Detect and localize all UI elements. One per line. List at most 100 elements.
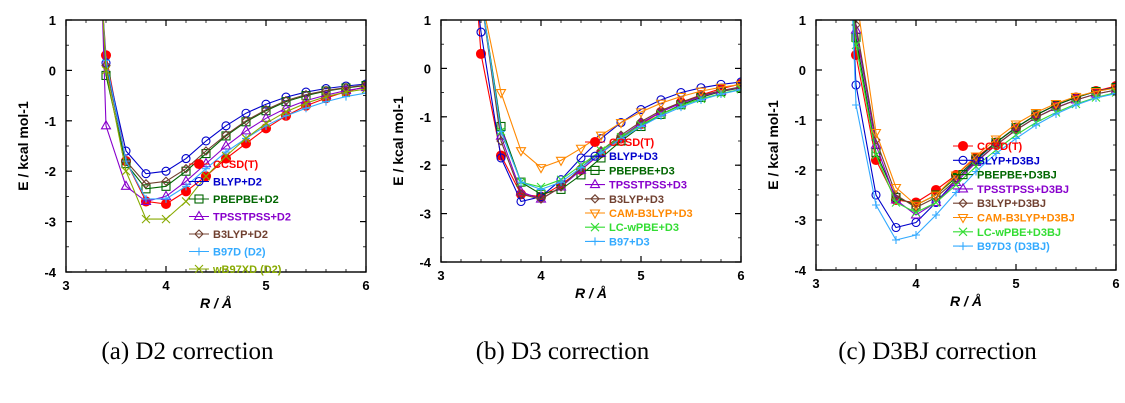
legend-marker	[958, 155, 968, 165]
y-tick-label: -2	[44, 164, 56, 179]
data-point	[1010, 120, 1022, 131]
data-point	[497, 127, 505, 136]
legend-label: B3LYP+D3	[609, 194, 664, 206]
data-point	[992, 149, 1000, 158]
legend-marker	[194, 176, 204, 187]
x-tick-label: 5	[637, 268, 644, 283]
series-line-6	[859, 20, 1116, 206]
legend-marker	[589, 136, 601, 148]
data-point	[141, 214, 151, 224]
legend-label: LC-wPBE+D3	[609, 222, 679, 234]
legend-marker	[194, 229, 204, 239]
data-point	[635, 108, 647, 119]
legend-label: wB97XD (D2)	[212, 264, 282, 276]
legend-label: TPSSTPSS+D3	[609, 180, 687, 192]
data-point	[341, 87, 351, 97]
series-markers-6	[495, 80, 741, 174]
data-point	[361, 84, 366, 94]
data-point	[1050, 99, 1062, 110]
data-point	[850, 23, 862, 34]
y-tick-label: 1	[49, 13, 56, 28]
data-point	[181, 163, 191, 174]
legend-marker	[958, 170, 968, 180]
x-tick-label: 6	[737, 268, 744, 283]
x-axis-label: R / Å	[950, 293, 982, 309]
data-point	[736, 84, 741, 94]
data-point	[161, 166, 171, 176]
data-point	[516, 189, 526, 200]
data-point	[141, 184, 151, 194]
legend-label: BLYP+D3	[609, 151, 658, 163]
legend-marker	[957, 182, 969, 193]
legend-marker	[590, 165, 600, 175]
chart-svg-a: 3 4 5 6 1 0 -1 -2 -3 -4 R / Å E / kcal mol-1 CCSD(T)…	[15, 13, 370, 311]
data-point	[951, 180, 961, 190]
data-point	[717, 90, 725, 99]
data-point	[182, 182, 190, 191]
series-line-5	[102, 20, 366, 185]
data-point	[221, 121, 231, 131]
data-point	[476, 27, 486, 37]
data-point	[222, 148, 230, 157]
data-point	[322, 97, 330, 106]
data-point	[1052, 110, 1060, 118]
legend-marker	[194, 194, 204, 204]
data-point	[851, 80, 861, 90]
legend-marker	[589, 178, 601, 189]
legend-label: CCSD(T)	[977, 141, 1023, 153]
caption-a: (a) D2 correction	[101, 338, 274, 365]
legend-marker	[195, 247, 203, 256]
data-point	[655, 99, 667, 110]
data-point	[261, 104, 271, 115]
y-tick-label: -4	[44, 265, 56, 280]
data-point	[342, 92, 350, 101]
data-point	[101, 66, 111, 75]
data-point	[677, 103, 685, 112]
data-point	[1072, 101, 1080, 109]
data-point	[912, 231, 920, 239]
data-point	[141, 179, 151, 189]
data-point	[1090, 87, 1102, 98]
series-line-2	[478, 20, 741, 203]
legend-label: B3LYP+D3BJ	[977, 198, 1046, 210]
data-point	[910, 201, 922, 212]
plot-area	[475, 20, 741, 207]
legend-marker	[193, 210, 205, 221]
data-point	[1110, 84, 1116, 95]
data-point	[932, 211, 940, 219]
legend-marker	[589, 209, 601, 220]
data-point	[555, 156, 567, 167]
chart-panel-a: 3 4 5 6 1 0 -1 -2 -3 -4 R / Å E / kcal mol-1 CCSD(T)…	[0, 0, 375, 403]
data-point	[221, 130, 231, 140]
data-point	[870, 128, 882, 139]
x-tick-label: 3	[62, 278, 69, 293]
data-point	[715, 83, 727, 94]
data-point	[1092, 94, 1100, 102]
data-point	[261, 99, 271, 109]
data-point	[161, 176, 171, 187]
data-point	[595, 131, 607, 142]
y-tick-label: 1	[799, 13, 806, 28]
legend-label: TPSSTPSS+D2	[213, 212, 291, 224]
chart-panel-c: 3 4 5 6 1 0 -1 -2 -3 -4 R / Å E / kcal mol-1 CCSD(T)…	[750, 0, 1125, 403]
data-point	[282, 111, 290, 120]
legend-marker	[590, 222, 600, 232]
data-point	[891, 222, 901, 233]
legend-label: CCSD(T)	[609, 137, 655, 149]
legend: CCSD(T) BLYP+D2 PBEPBE+D2 TPSSTPSS+D2 B3LYP+…	[189, 158, 291, 276]
data-point	[950, 171, 962, 182]
data-point	[737, 85, 741, 94]
data-point	[952, 188, 960, 197]
data-point	[970, 152, 982, 163]
data-point	[972, 167, 980, 176]
data-point	[892, 236, 900, 244]
legend-label: PBEPBE+D2	[213, 194, 279, 206]
data-point	[617, 134, 625, 143]
legend-label: BLYP+D2	[213, 177, 262, 189]
data-point	[496, 153, 506, 163]
legend: CCSD(T) BLYP+D3 PBEPBE+D3 TPSSTPSS+D3 B3LYP+…	[585, 136, 693, 248]
x-tick-label: 5	[1012, 276, 1019, 291]
legend-label: BLYP+D3BJ	[977, 155, 1040, 167]
data-point	[911, 208, 921, 217]
y-tick-label: -3	[44, 215, 56, 230]
